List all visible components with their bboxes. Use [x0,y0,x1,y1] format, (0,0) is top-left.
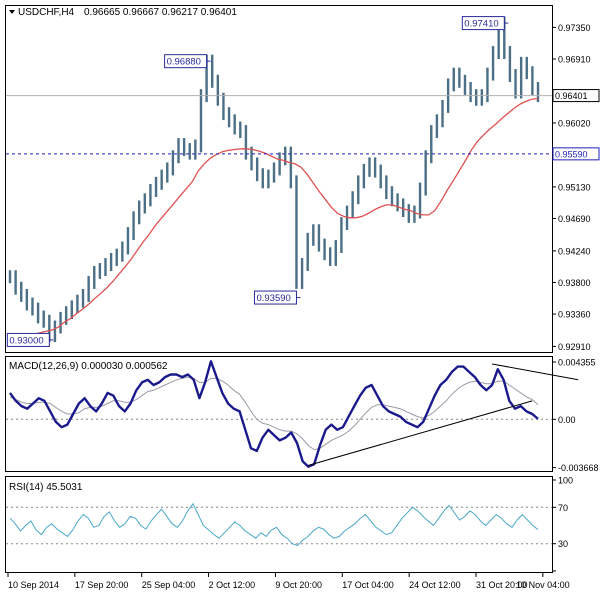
price-callout-box [164,54,208,69]
x-tick-label: 2 Oct 12:00 [209,580,256,590]
macd-title: MACD(12,26,9) 0.000030 0.000562 [9,361,168,372]
x-tick-label: 24 Oct 12:00 [409,580,461,590]
macd-trendline[interactable] [308,400,533,466]
price-callout-label: 0.96880 [167,57,201,68]
rsi-y-tick-label: 100 [558,476,573,486]
price-y-tick-label: 0.97350 [558,23,591,33]
symbol-label: USDCHF,H4 [18,7,75,18]
rsi-y-tick-label: 70 [558,503,568,513]
x-tick-label: 17 Oct 04:00 [342,580,394,590]
price-callout-box [253,290,297,305]
macd-panel-frame [5,356,553,472]
x-tick-label: 25 Sep 04:00 [142,580,196,590]
level-line-price-label: 0.95590 [555,149,588,159]
price-y-axis: 0.97350 0.96910 0.96020 0.95130 0.94690 0.942… [552,23,591,352]
current-price-box [552,89,600,103]
rsi-y-axis: 100 70 30 [552,476,573,572]
x-tick-label: 10 Nov 04:00 [516,580,570,590]
price-y-tick-label: 0.95130 [558,182,591,192]
price-y-tick-label: 0.96910 [558,55,591,65]
price-y-tick-label: 0.93360 [558,310,591,320]
price-callout-label: 0.93000 [9,335,43,346]
rsi-title: RSI(14) 45.5031 [9,482,83,493]
price-y-tick-label: 0.93800 [558,278,591,288]
price-panel-frame [5,5,553,353]
moving-average-line [9,97,539,341]
price-y-tick-label: 0.94690 [558,214,591,224]
price-y-tick-label: 0.96020 [558,118,591,128]
rsi-y-tick-label: 30 [558,539,568,549]
price-y-tick-label: 0.92910 [558,342,591,352]
macd-signal-line [9,376,539,451]
macd-trendline[interactable] [491,363,579,381]
moving-average-path [9,97,539,341]
rsi-line [9,502,539,547]
price-callout-label: 0.97410 [464,19,498,30]
time-axis: 10 Sep 2014 17 Sep 20:00 25 Sep 04:00 2 Oct… [7,573,570,590]
x-tick-label: 31 Oct 20:00 [476,580,528,590]
current-price-label: 0.96401 [555,91,588,101]
rsi-series [6,502,552,547]
ohlc-readout: 0.96665 0.96667 0.96217 0.96401 [84,7,237,18]
level-line-price-box [552,147,600,161]
price-overlays: 0.95590 0.96401 0.97410 0.96880 0.93590 0.930… [6,16,600,347]
macd-y-tick-label: -0.003668 [558,463,599,473]
x-tick-label: 17 Sep 20:00 [75,580,129,590]
macd-y-axis: 0.004355 0.00 -0.003668 [552,358,599,473]
rsi-panel-frame [5,476,553,573]
macd-y-tick-label: 0.00 [558,415,576,425]
macd-y-tick-label: 0.004355 [558,358,596,368]
x-tick-label: 9 Oct 20:00 [275,580,322,590]
x-tick-label: 10 Sep 2014 [8,580,59,590]
price-y-tick-label: 0.94240 [558,246,591,256]
price-callout-box [6,332,50,347]
collapse-triangle-icon[interactable] [9,10,15,14]
macd-main-line [9,360,539,468]
price-callout-box [461,16,505,31]
price-callout-label: 0.93590 [256,293,290,304]
macd-series [6,360,579,468]
